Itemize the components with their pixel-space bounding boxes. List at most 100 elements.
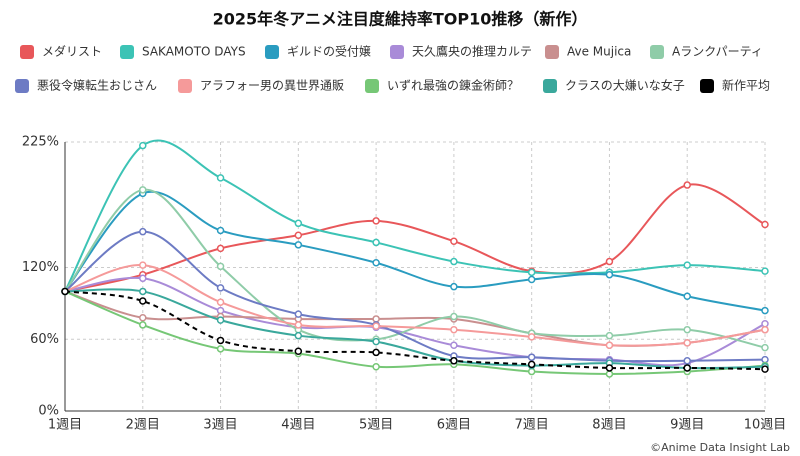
point: [527, 367, 536, 376]
point: [605, 257, 614, 266]
point: [372, 348, 380, 357]
x-tick-label: 9週目: [670, 418, 704, 433]
point: [450, 237, 458, 245]
point: [527, 353, 536, 361]
x-tick-label: 1週目: [48, 418, 82, 433]
point: [139, 321, 147, 329]
point: [216, 284, 225, 292]
series-line: [64, 290, 766, 375]
point: [605, 331, 614, 340]
point: [450, 357, 458, 365]
point: [216, 336, 225, 345]
point: [139, 313, 147, 322]
legend-swatch: [543, 79, 557, 93]
point: [450, 257, 458, 266]
legend-swatch: [178, 79, 192, 93]
point: [294, 219, 303, 228]
x-tick-label: 4週目: [281, 418, 315, 433]
point: [216, 316, 225, 324]
point: [683, 261, 691, 269]
x-tick-label: 10週目: [744, 418, 787, 433]
legend-swatch: [390, 45, 404, 59]
point: [761, 365, 769, 373]
credit: ©Anime Data Insight Lab: [650, 441, 790, 454]
point: [605, 370, 614, 378]
point: [139, 274, 147, 283]
point: [527, 333, 536, 341]
series-line: [64, 190, 766, 312]
point: [761, 306, 769, 315]
legend-label: Aランクパーティ: [672, 45, 763, 59]
y-tick-label: 60%: [30, 332, 59, 347]
point: [216, 226, 225, 235]
legend-label: 悪役令嬢転生おじさん: [37, 78, 157, 93]
point: [372, 217, 380, 225]
point: [761, 319, 769, 328]
series-line: [64, 230, 766, 363]
y-tick-label: 0%: [38, 404, 59, 419]
series-line: [64, 188, 766, 349]
series-line: [64, 288, 766, 370]
point: [372, 238, 380, 247]
point: [761, 220, 769, 229]
legend-label: 新作平均: [722, 78, 770, 93]
x-tick-label: 2週目: [126, 418, 160, 433]
legend-swatch: [365, 79, 379, 93]
legend-swatch: [265, 45, 279, 59]
point: [139, 141, 147, 150]
point: [139, 186, 147, 194]
series-line: [64, 139, 766, 292]
point: [61, 287, 69, 296]
point: [372, 363, 380, 371]
point: [450, 312, 458, 321]
point: [605, 341, 614, 349]
point: [683, 364, 691, 372]
point: [139, 261, 147, 269]
chart-title: 2025年冬アニメ注目度維持率TOP10推移（新作）: [213, 10, 588, 29]
point: [761, 325, 769, 334]
y-tick-label: 120%: [22, 260, 59, 275]
legend-swatch: [700, 79, 714, 93]
point: [605, 270, 614, 279]
point: [216, 306, 225, 315]
series-line: [64, 290, 766, 371]
point: [683, 339, 691, 347]
series-line: [64, 264, 766, 347]
point: [450, 325, 458, 334]
legend-swatch: [545, 45, 559, 59]
point: [294, 347, 303, 355]
legend-label: 天久鷹央の推理カルテ: [412, 44, 532, 59]
point: [216, 345, 225, 353]
legend-label: クラスの大嫌いな女子: [565, 78, 685, 93]
legend-label: ギルドの受付嬢: [287, 45, 371, 59]
legend-swatch: [15, 79, 29, 93]
point: [372, 337, 380, 346]
point: [683, 181, 691, 189]
series-line: [64, 276, 766, 367]
point: [761, 343, 769, 352]
point: [216, 244, 225, 253]
point: [605, 364, 614, 372]
legend-swatch: [120, 45, 134, 59]
x-tick-label: 5週目: [359, 418, 393, 433]
point: [527, 360, 536, 369]
point: [761, 267, 769, 275]
point: [216, 262, 225, 271]
point: [761, 355, 769, 364]
x-tick-label: 8週目: [592, 418, 626, 433]
point: [216, 298, 225, 306]
point: [372, 315, 380, 323]
point: [527, 268, 536, 277]
x-tick-label: 6週目: [437, 418, 471, 433]
point: [372, 259, 380, 267]
point: [294, 231, 303, 240]
legend-swatch: [650, 45, 664, 59]
legend-label: SAKAMOTO DAYS: [142, 45, 246, 59]
point: [294, 310, 303, 318]
point: [294, 241, 303, 249]
point: [372, 322, 380, 330]
legend-swatch: [20, 45, 34, 59]
point: [294, 321, 303, 329]
